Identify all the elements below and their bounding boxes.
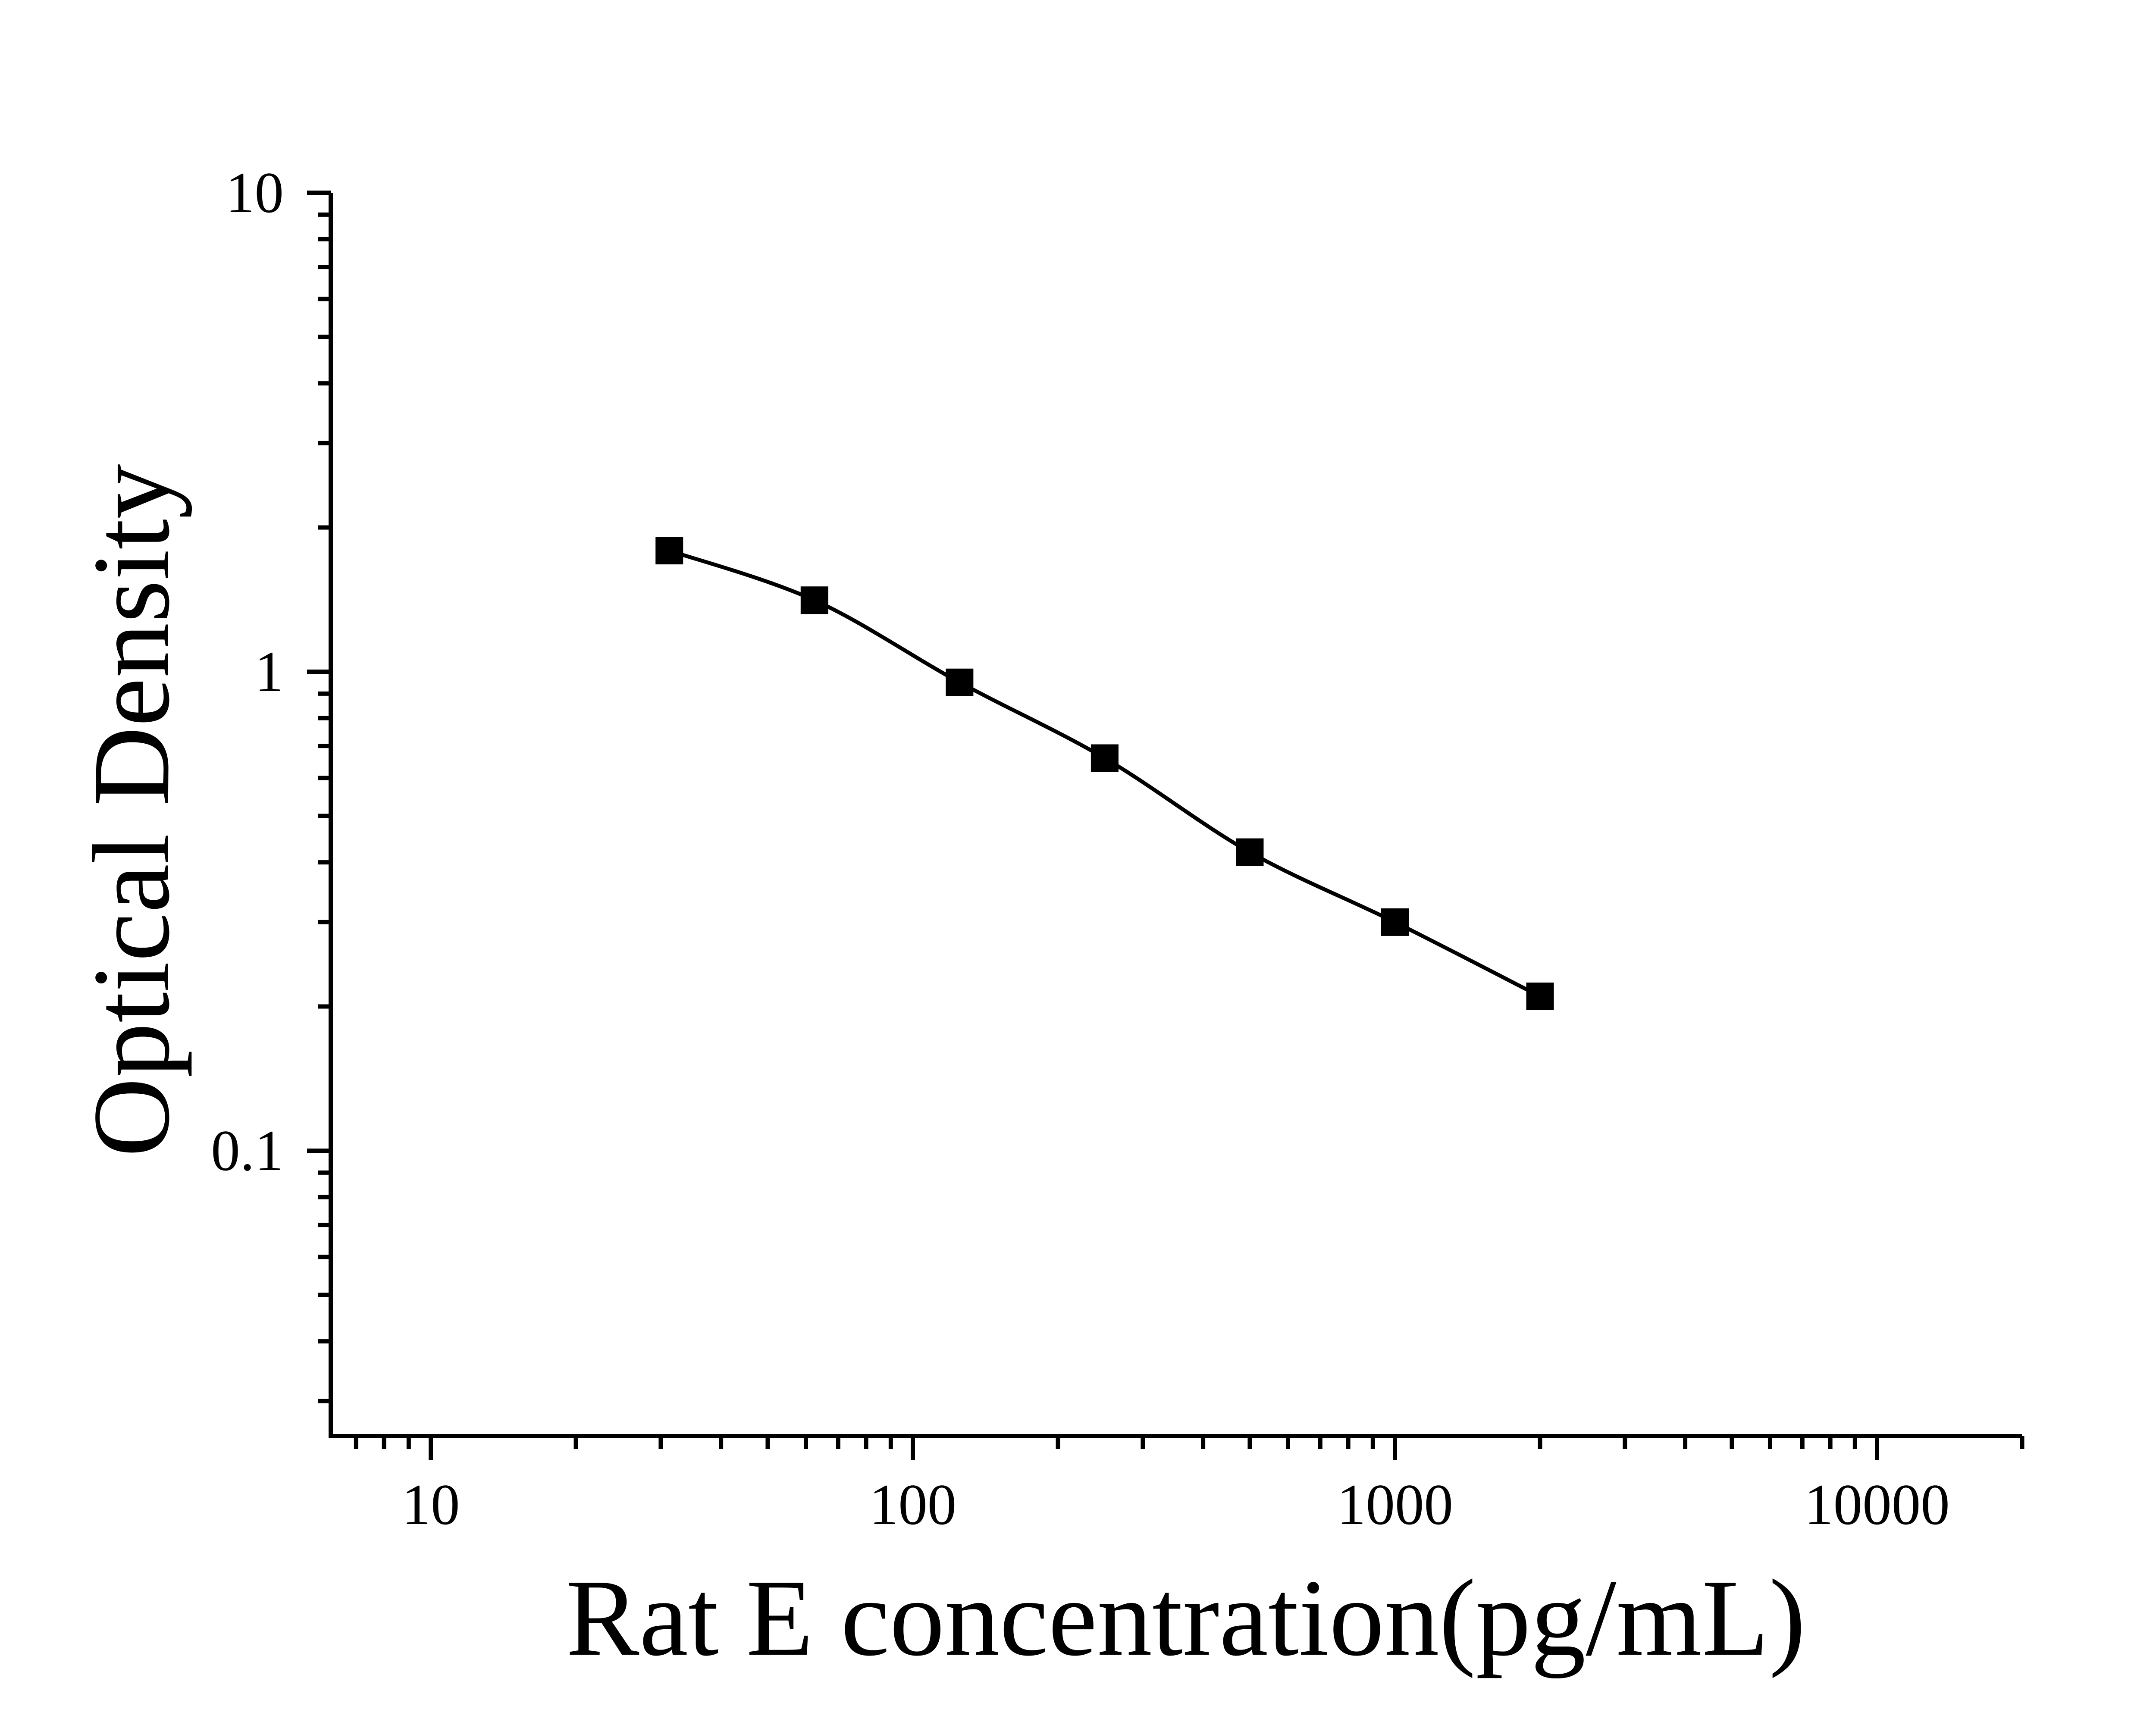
axis-frame (329, 193, 2022, 1438)
x-tick-label-10: 10 (402, 1473, 460, 1537)
data-point-marker-250 (1091, 744, 1119, 772)
data-point-marker-31.25 (655, 537, 683, 565)
y-axis-title: Optical Density (71, 464, 192, 1157)
x-axis-title: Rat E concentration(pg/mL) (566, 1557, 1806, 1679)
data-point-marker-62.5 (800, 586, 828, 614)
data-point-marker-125 (946, 668, 974, 696)
x-tick-label-1000: 1000 (1337, 1473, 1453, 1537)
y-tick-label-10: 10 (226, 161, 284, 225)
y-tick-label-0.1: 0.1 (211, 1119, 284, 1183)
data-point-marker-1000 (1381, 908, 1409, 936)
standard-curve-line (667, 548, 1542, 999)
data-point-marker-2000 (1526, 983, 1554, 1011)
x-tick-label-10000: 10000 (1804, 1473, 1950, 1537)
data-point-marker-500 (1236, 838, 1264, 866)
y-tick-label-1: 1 (255, 640, 284, 704)
x-tick-label-100: 100 (869, 1473, 957, 1537)
plot-area: 10 100 1000 10000 10 1 0.1 (211, 161, 2024, 1537)
